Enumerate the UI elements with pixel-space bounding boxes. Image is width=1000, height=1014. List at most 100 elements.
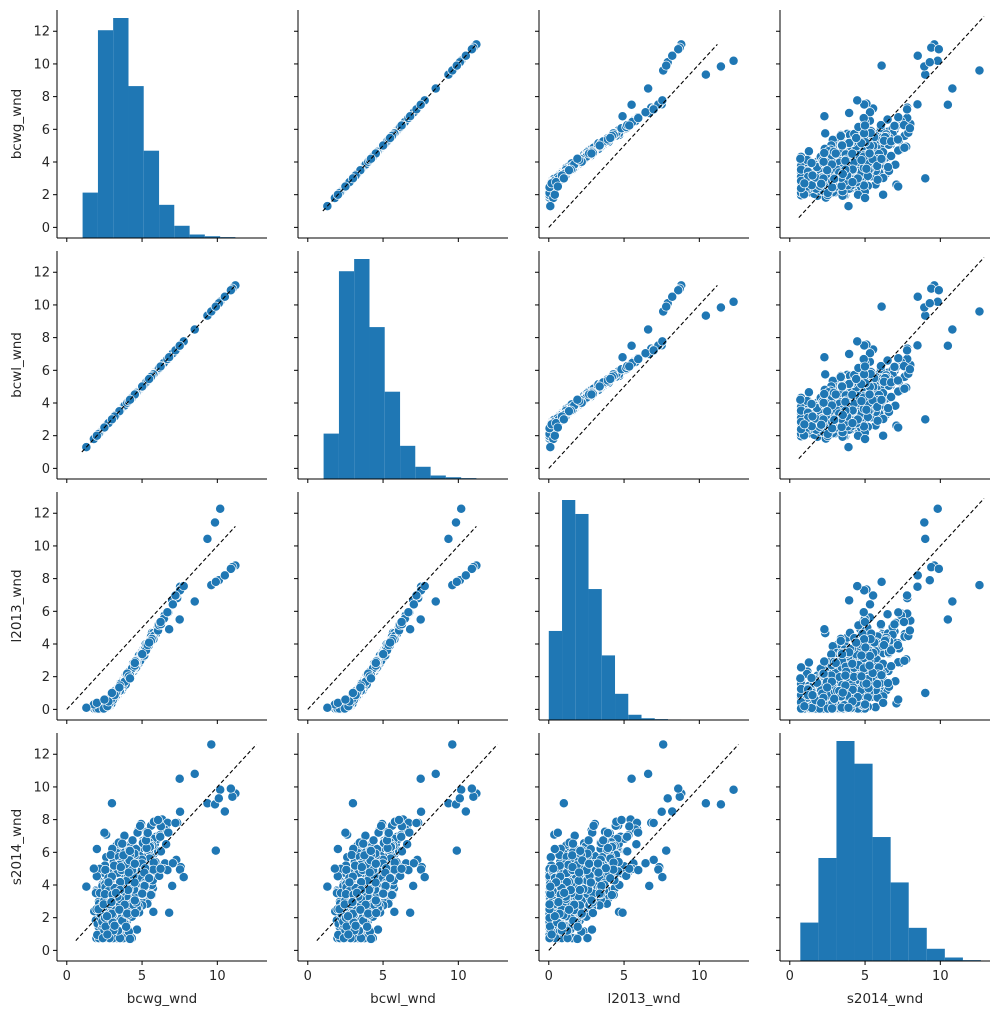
scatter-point: [586, 389, 597, 400]
scatter-point: [883, 162, 894, 173]
scatter-point: [912, 99, 923, 110]
scatter-point: [843, 201, 854, 212]
scatter-point: [889, 120, 900, 131]
y-tick-label: 6: [42, 123, 50, 138]
scatter-points: [81, 503, 241, 714]
scatter-point: [893, 134, 903, 145]
scatter-point: [872, 174, 883, 185]
y-tick-label: 0: [42, 221, 50, 236]
scatter-point: [847, 389, 858, 400]
hist-bar: [384, 391, 401, 479]
scatter-point: [899, 383, 910, 394]
hist-bar: [174, 225, 190, 238]
scatter-point: [715, 61, 726, 72]
scatter-point: [552, 422, 563, 433]
hist-bar: [82, 192, 98, 238]
scatter-point: [549, 430, 560, 441]
scatter-point: [974, 65, 985, 76]
hist-bar: [113, 18, 129, 238]
panel-bcwg_wnd-vs-bcwl_wnd: [294, 10, 508, 242]
scatter-point: [878, 189, 889, 200]
scatter-point: [889, 361, 900, 372]
scatter-point: [594, 140, 605, 151]
scatter-points: [795, 39, 985, 212]
scatter-point: [836, 422, 847, 432]
hist-bar: [369, 327, 385, 479]
scatter-point: [822, 406, 833, 417]
scatter-point: [835, 131, 846, 142]
scatter-point: [795, 153, 806, 164]
scatter-point: [876, 60, 887, 71]
scatter-point: [847, 148, 858, 159]
scatter-point: [974, 306, 985, 317]
scatter-point: [545, 442, 556, 453]
scatter-point: [700, 310, 711, 321]
scatter-point: [830, 389, 841, 400]
hist-bar: [354, 259, 370, 479]
scatter-point: [667, 291, 678, 302]
scatter-point: [799, 419, 810, 430]
scatter-point: [827, 423, 838, 434]
scatter-point: [819, 111, 830, 122]
scatter-point: [856, 396, 867, 407]
scatter-point: [933, 44, 944, 55]
scatter-point: [844, 349, 855, 359]
scatter-point: [852, 95, 863, 106]
hist-bar: [415, 466, 431, 479]
scatter-point: [899, 142, 910, 153]
scatter-point: [643, 83, 654, 94]
hist-bar: [323, 433, 339, 479]
scatter-point: [820, 369, 831, 380]
scatter-point: [864, 389, 875, 400]
scatter-point: [843, 442, 854, 453]
scatter-point: [819, 148, 830, 159]
scatter-point: [816, 178, 827, 189]
scatter-point: [807, 411, 818, 422]
scatter-point: [860, 193, 871, 203]
scatter-point: [835, 372, 846, 383]
scatter-point: [806, 158, 817, 168]
scatter-point: [605, 374, 616, 384]
scatter-point: [643, 324, 654, 335]
scatter-point: [586, 148, 597, 159]
scatter-point: [572, 153, 583, 164]
scatter-point: [549, 189, 560, 200]
scatter-point: [886, 151, 897, 161]
scatter-point: [822, 165, 833, 176]
scatter-point: [572, 394, 583, 405]
scatter-point: [924, 57, 935, 68]
y-tick-label: 10: [33, 57, 50, 72]
scatter-point: [202, 533, 213, 544]
y-tick-label: 2: [42, 429, 50, 444]
y-tick-label: 4: [42, 156, 50, 171]
scatter-point: [715, 302, 726, 313]
y-tick-label: 10: [33, 298, 50, 313]
y-axis-label: bcwg_wnd: [9, 89, 25, 160]
scatter-point: [700, 69, 711, 80]
scatter-point: [876, 394, 887, 405]
y-tick-label: 8: [42, 90, 50, 105]
scatter-point: [605, 133, 616, 143]
y-tick-label: 8: [42, 331, 50, 346]
scatter-point: [626, 340, 637, 351]
scatter-point: [818, 397, 829, 408]
scatter-point: [947, 83, 958, 94]
scatter-point: [633, 354, 644, 365]
scatter-point: [883, 403, 894, 414]
scatter-point: [617, 111, 628, 122]
hist-bar: [204, 236, 221, 238]
scatter-point: [633, 113, 644, 124]
scatter-point: [860, 434, 871, 444]
scatter-point: [661, 301, 672, 312]
y-tick-label: 0: [42, 462, 50, 477]
scatter-point: [920, 414, 931, 425]
scatter-point: [803, 387, 814, 398]
scatter-point: [876, 153, 887, 164]
scatter-point: [816, 419, 827, 430]
scatter-point: [836, 181, 847, 191]
scatter-point: [861, 404, 872, 415]
scatter-points: [544, 280, 739, 453]
hist-bar: [338, 271, 355, 479]
